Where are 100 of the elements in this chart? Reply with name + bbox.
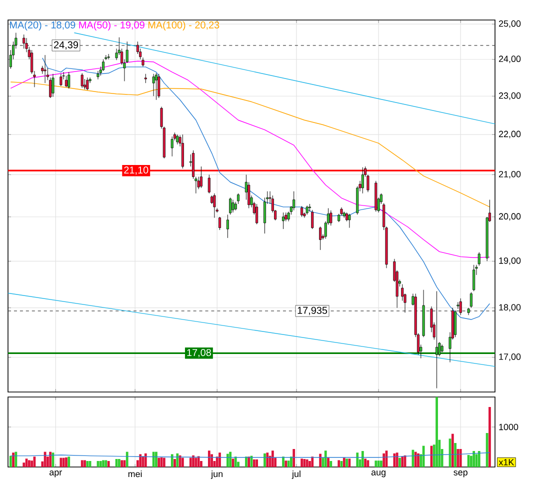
bar xyxy=(30,460,34,467)
bar xyxy=(84,460,86,467)
y-tick-label: 23,00 xyxy=(498,92,521,100)
bar xyxy=(287,460,290,467)
bar xyxy=(197,456,200,467)
ref-line-label: 24,39 xyxy=(54,41,78,50)
bar xyxy=(162,458,166,467)
candlestick xyxy=(330,210,332,226)
bar xyxy=(118,459,120,467)
bar xyxy=(107,461,110,467)
bar xyxy=(194,458,198,467)
bar xyxy=(488,407,491,467)
bar xyxy=(80,460,84,467)
bar xyxy=(12,452,14,467)
bar xyxy=(264,453,266,467)
candlestick xyxy=(102,59,105,72)
bar xyxy=(271,450,274,467)
bar xyxy=(319,454,322,467)
bar xyxy=(414,452,417,467)
y-tick-label: 22,00 xyxy=(498,130,521,138)
bar xyxy=(361,451,364,467)
candlestick xyxy=(181,134,184,169)
text: MA(100) - 20,23 xyxy=(148,21,220,30)
candlestick xyxy=(348,214,351,228)
bar xyxy=(342,458,346,467)
text: MA(20) - 18,09 xyxy=(10,21,76,30)
candlestick xyxy=(22,34,26,49)
bar xyxy=(472,451,476,467)
candlestick xyxy=(213,193,216,218)
candlestick xyxy=(80,72,84,88)
bar xyxy=(306,459,308,467)
bar xyxy=(266,452,269,467)
candlestick xyxy=(44,54,46,84)
bar xyxy=(22,462,26,467)
bar xyxy=(158,458,160,467)
bar xyxy=(104,460,108,467)
bar xyxy=(139,454,142,467)
ref-line-label: 17,08 xyxy=(187,349,211,358)
bar xyxy=(290,456,292,467)
bar xyxy=(398,458,401,467)
bar xyxy=(208,450,210,467)
x-tick-label: aug xyxy=(371,470,386,478)
x-tick-label: jun xyxy=(210,470,222,479)
candlestick xyxy=(229,197,232,215)
text: MA(50) - 19,09 xyxy=(79,21,144,30)
bar xyxy=(49,452,52,467)
y-tick-label: 21,00 xyxy=(498,170,521,178)
candlestick xyxy=(292,191,296,211)
x-tick-label: sep xyxy=(454,470,468,478)
bar xyxy=(324,450,327,467)
bar xyxy=(176,453,179,467)
bar xyxy=(9,456,12,467)
bar xyxy=(86,461,89,467)
bar xyxy=(292,449,296,467)
ref-line-label: 21,10 xyxy=(124,166,148,175)
candlestick xyxy=(86,77,89,90)
bar xyxy=(396,452,398,467)
candlestick xyxy=(49,77,52,98)
bar xyxy=(454,443,456,467)
bar xyxy=(401,456,404,467)
bar xyxy=(380,460,382,467)
bar xyxy=(284,460,288,467)
bar xyxy=(189,458,192,467)
bar xyxy=(181,458,184,467)
bar xyxy=(356,452,359,467)
line-series xyxy=(42,58,490,320)
bar xyxy=(68,456,70,467)
candlestick xyxy=(158,74,160,98)
candlestick xyxy=(170,136,174,157)
bar xyxy=(486,433,488,467)
bar xyxy=(60,458,62,467)
candlestick xyxy=(176,134,179,145)
bar xyxy=(338,460,340,467)
bar xyxy=(234,456,237,467)
bar xyxy=(170,454,174,467)
candlestick xyxy=(456,302,460,310)
x-tick-label: mei xyxy=(128,470,142,478)
y-tick-label: 18,00 xyxy=(499,304,521,312)
bar xyxy=(256,459,258,467)
bar xyxy=(393,453,396,467)
bar xyxy=(99,461,102,467)
bar xyxy=(300,458,303,467)
candlestick xyxy=(104,54,108,60)
bar xyxy=(436,397,438,467)
candlestick xyxy=(470,292,472,308)
candlestick xyxy=(319,226,322,250)
bar xyxy=(218,452,221,467)
bar xyxy=(28,460,30,467)
bar xyxy=(459,449,462,467)
bar xyxy=(330,461,332,467)
text: x1K xyxy=(498,459,514,466)
candlestick xyxy=(361,167,364,194)
bar xyxy=(65,457,68,467)
y-tick-label: 19,00 xyxy=(499,257,521,265)
candlestick xyxy=(208,174,210,194)
bar xyxy=(126,452,128,467)
bar xyxy=(144,453,147,467)
bar xyxy=(478,451,480,467)
y-tick-label: 20,00 xyxy=(498,213,521,221)
bar xyxy=(303,459,306,467)
